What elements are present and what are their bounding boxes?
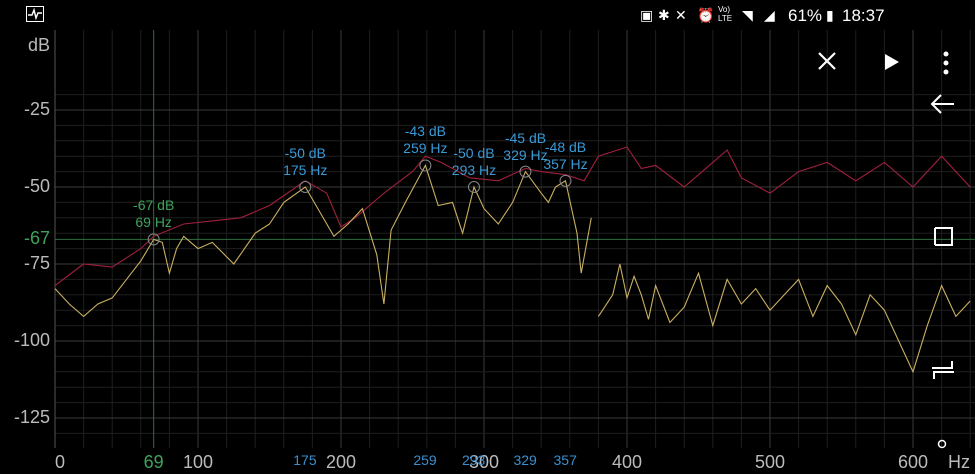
peak-marker — [467, 181, 480, 193]
peak-hz-label: 69 Hz — [135, 214, 172, 231]
plot-grid — [54, 30, 975, 448]
pulse-icon — [26, 6, 44, 25]
x-tick-label: 200 — [326, 452, 357, 472]
more-vert-icon — [943, 51, 949, 75]
peak-marker — [559, 174, 572, 187]
peak-db-label: -50 dB — [453, 145, 495, 161]
y-tick-label: -125 — [13, 407, 50, 427]
peak-hz-label: 329 Hz — [503, 146, 548, 163]
peak-db-label: -45 dB — [504, 129, 547, 146]
alarm-icon: ⏰ — [697, 7, 715, 23]
peak-label: -43 dB 259 Hz — [395, 123, 455, 157]
peak-db-label: -43 dB — [404, 123, 446, 140]
more-options-button[interactable] — [940, 50, 952, 81]
y-unit-label: dB — [27, 35, 50, 55]
peak-hz-label: 175 Hz — [283, 162, 328, 178]
wifi-icon: ◥ — [742, 7, 753, 23]
y-tick-label: -25 — [23, 99, 50, 119]
play-icon — [885, 54, 899, 70]
peak-marker — [147, 233, 160, 246]
peak-tick-label: 259 — [413, 452, 437, 468]
series-layer — [54, 146, 971, 374]
x-tick-label: 600 — [898, 452, 929, 472]
recents-button[interactable] — [931, 224, 955, 253]
x-tick-label: 300 — [469, 452, 500, 472]
peak-tick-label: 293 — [461, 452, 486, 468]
peak-hz-label: 293 Hz — [451, 162, 497, 178]
peak-db-label: -48 dB — [544, 138, 587, 155]
y-tick-label: -100 — [13, 330, 50, 350]
peak-db-label: -67 dB — [133, 197, 175, 214]
battery-icon: ▮ — [826, 7, 834, 23]
x-tick-label: 69 — [143, 452, 164, 472]
peak-tick-label: 329 — [513, 452, 537, 468]
x-tick-label: 100 — [183, 452, 214, 472]
peak-tick-label: 357 — [553, 452, 577, 468]
status-bar: ▣ ✱ ✕ ⏰ Vo) LTE ◥ ◢ 61% ▮ 18:37 — [0, 0, 975, 30]
y-tick-label: -75 — [23, 253, 50, 273]
x-tick-label: 400 — [612, 452, 643, 472]
play-button[interactable] — [882, 52, 902, 77]
close-button[interactable] — [816, 50, 838, 77]
y-tick-label: -67 — [23, 228, 50, 249]
photo-icon: ▣ — [640, 7, 654, 23]
peak-label: -50 dB 175 Hz — [275, 145, 335, 179]
peak-label: -50 dB 293 Hz — [444, 145, 504, 179]
x-unit-label: Hz — [948, 452, 970, 472]
peak-markers — [147, 159, 572, 246]
x-tick-label: 500 — [755, 452, 786, 472]
mute-icon: ✕ — [675, 7, 687, 23]
clock: 18:37 — [842, 6, 885, 25]
close-icon — [818, 52, 836, 70]
series-line-2 — [597, 263, 971, 374]
series-line-0 — [54, 146, 971, 287]
peak-marker — [419, 159, 432, 172]
peak-label: -67 dB 69 Hz — [124, 197, 184, 231]
peak-hz-label: 259 Hz — [403, 140, 448, 157]
bluetooth-icon: ✱ — [658, 7, 670, 23]
peak-hz-label: 357 Hz — [543, 155, 588, 172]
signal-icon: ◢ — [764, 7, 775, 23]
back-icon — [930, 94, 954, 114]
peak-label: -45 dB 329 Hz — [495, 130, 555, 164]
switch-icon — [932, 361, 954, 379]
recents-icon — [934, 227, 953, 246]
peak-marker — [299, 181, 312, 193]
peak-tick-label: 175 — [293, 452, 317, 468]
home-button[interactable] — [936, 437, 948, 455]
x-tick-label: 0 — [55, 452, 66, 472]
volte-icon: Vo) LTE — [718, 5, 733, 23]
switch-app-button[interactable] — [930, 358, 956, 387]
home-dot-icon — [937, 439, 947, 449]
peak-label: -48 dB 357 Hz — [536, 139, 596, 173]
battery-percent: 61% — [788, 6, 823, 25]
back-button[interactable] — [930, 92, 956, 121]
peak-marker — [519, 165, 532, 178]
peak-db-label: -50 dB — [284, 145, 326, 161]
series-line-1 — [54, 164, 592, 318]
y-tick-label: -50 — [23, 176, 50, 196]
